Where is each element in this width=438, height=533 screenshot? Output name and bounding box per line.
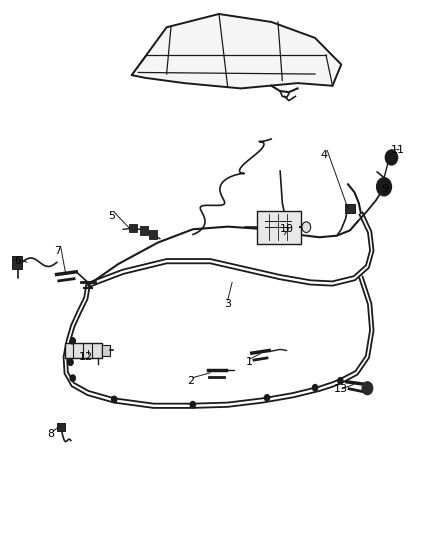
Text: 2: 2 (187, 376, 194, 386)
Circle shape (265, 394, 270, 401)
Text: 8: 8 (47, 429, 54, 439)
Text: 9: 9 (381, 184, 389, 195)
Bar (141, 226, 148, 235)
Polygon shape (132, 14, 341, 88)
Circle shape (70, 375, 75, 381)
Circle shape (112, 396, 117, 402)
Text: 13: 13 (334, 384, 348, 394)
Text: 12: 12 (79, 352, 93, 362)
Bar (102, 345, 110, 357)
Circle shape (302, 222, 311, 232)
Text: 11: 11 (391, 144, 405, 155)
Bar (12, 256, 22, 269)
Text: 6: 6 (14, 256, 21, 266)
Circle shape (385, 150, 398, 165)
Text: 10: 10 (280, 224, 293, 235)
Circle shape (190, 401, 195, 408)
Text: 1: 1 (246, 357, 253, 367)
Text: 4: 4 (320, 150, 327, 160)
Bar (345, 204, 355, 213)
Bar (149, 230, 157, 239)
Bar (130, 224, 138, 232)
FancyBboxPatch shape (258, 211, 300, 244)
Circle shape (362, 382, 373, 394)
Circle shape (68, 359, 73, 366)
Circle shape (312, 384, 318, 391)
Bar (57, 423, 65, 431)
Circle shape (70, 338, 75, 344)
Text: 7: 7 (54, 246, 61, 255)
Circle shape (338, 377, 343, 384)
Circle shape (377, 177, 392, 196)
Text: 5: 5 (109, 211, 116, 221)
Text: 3: 3 (224, 298, 231, 309)
Bar (65, 343, 102, 358)
